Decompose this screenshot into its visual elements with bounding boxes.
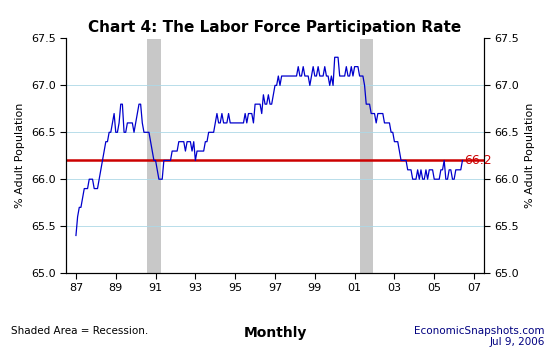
Bar: [360, 38, 373, 273]
Text: Shaded Area = Recession.: Shaded Area = Recession.: [11, 326, 148, 336]
Title: Chart 4: The Labor Force Participation Rate: Chart 4: The Labor Force Participation R…: [89, 20, 461, 35]
Bar: [147, 38, 161, 273]
Y-axis label: % Adult Population: % Adult Population: [15, 103, 25, 209]
Text: Monthly: Monthly: [243, 326, 307, 340]
Y-axis label: % Adult Population: % Adult Population: [525, 103, 535, 209]
Text: EconomicSnapshots.com
Jul 9, 2006: EconomicSnapshots.com Jul 9, 2006: [414, 326, 544, 347]
Text: 66.2: 66.2: [464, 154, 492, 167]
